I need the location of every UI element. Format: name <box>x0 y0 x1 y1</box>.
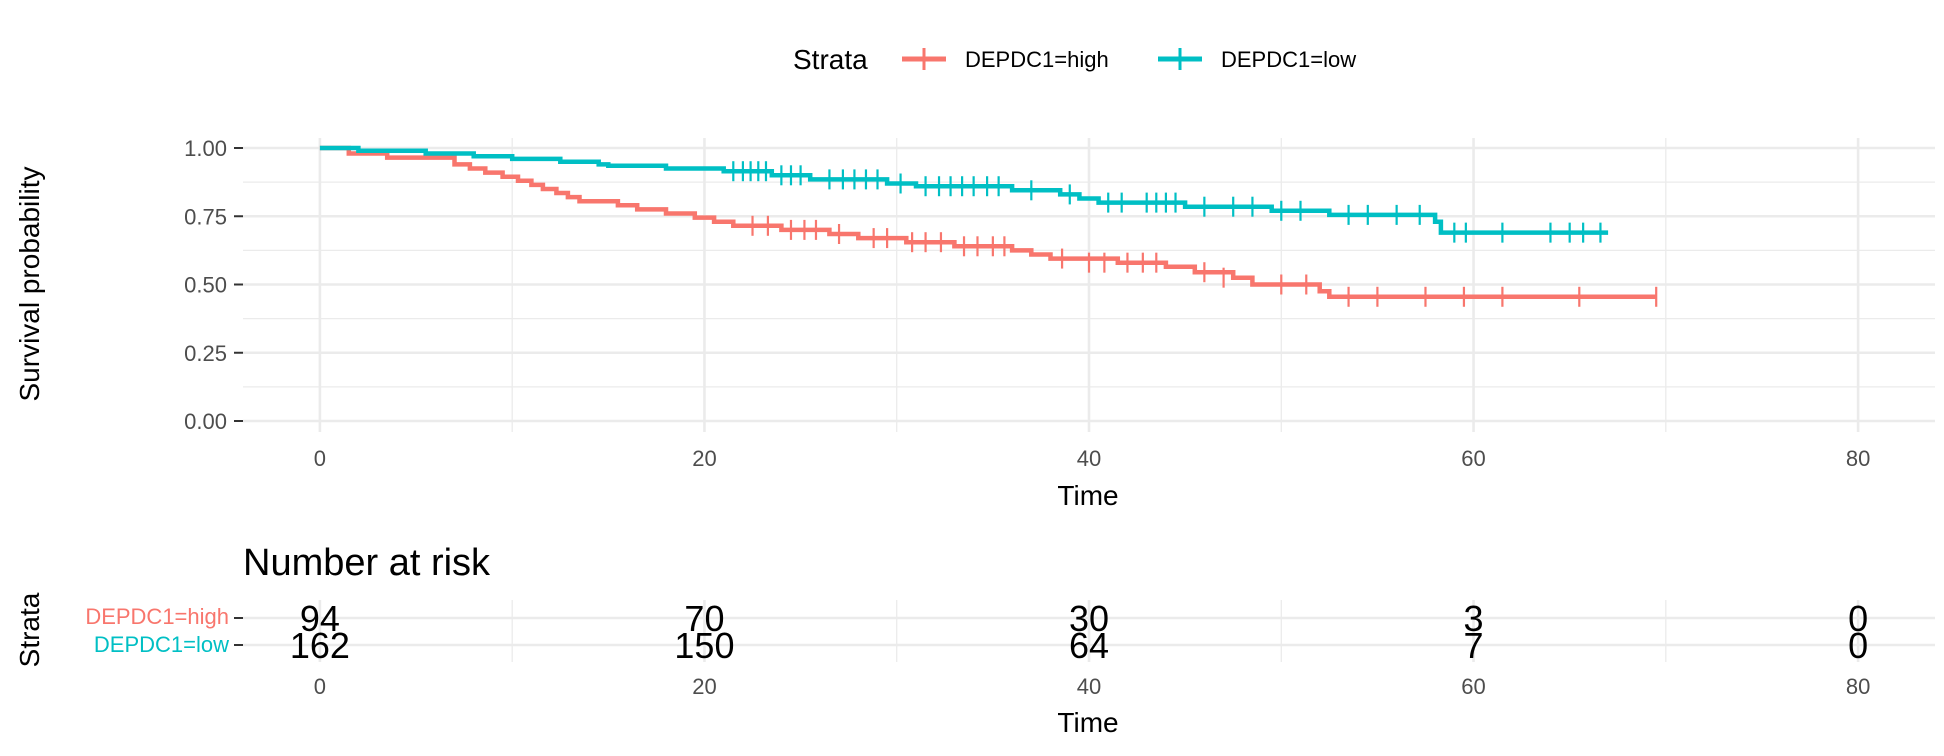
curve-high <box>319 145 1657 300</box>
x-axis-title: Time <box>1057 480 1118 511</box>
y-tick-label: 1.00 <box>184 136 227 161</box>
y-tick-label: 0.75 <box>184 204 227 229</box>
risk-table-title: Number at risk <box>243 542 491 584</box>
risk-x-tick-label: 20 <box>692 674 716 699</box>
risk-x-tick-label: 0 <box>314 674 326 699</box>
x-tick-label: 40 <box>1077 446 1101 471</box>
y-tick-label: 0.25 <box>184 341 227 366</box>
legend: Strata DEPDC1=high DEPDC1=low <box>793 44 1356 75</box>
risk-count: 0 <box>1848 625 1868 666</box>
risk-grid <box>234 600 1935 662</box>
risk-count: 162 <box>290 625 350 666</box>
risk-y-title: Strata <box>14 592 45 667</box>
y-tick-label: 0.50 <box>184 273 227 298</box>
plot-panel: 0.00 0.25 0.50 0.75 1.00 0 20 40 60 80 <box>184 136 1935 471</box>
risk-row-label-high: DEPDC1=high <box>85 604 229 629</box>
y-ticks: 0.00 0.25 0.50 0.75 1.00 <box>184 136 243 434</box>
risk-table: Number at risk DEPDC1=high DEPDC1=low 94… <box>14 542 1935 738</box>
legend-key-low <box>1158 48 1202 70</box>
x-tick-label: 60 <box>1461 446 1485 471</box>
x-tick-label: 0 <box>314 446 326 471</box>
legend-label-low: DEPDC1=low <box>1221 47 1356 72</box>
survival-curves <box>319 145 1657 300</box>
risk-count: 30 <box>1069 598 1109 639</box>
grid <box>243 138 1935 432</box>
x-tick-label: 20 <box>692 446 716 471</box>
x-ticks: 0 20 40 60 80 <box>314 446 1871 471</box>
y-tick-label: 0.00 <box>184 409 227 434</box>
risk-count: 64 <box>1069 625 1109 666</box>
risk-count: 70 <box>684 598 724 639</box>
risk-x-tick-label: 60 <box>1461 674 1485 699</box>
censor-marks <box>732 161 1658 307</box>
legend-title: Strata <box>793 44 868 75</box>
risk-count: 94 <box>300 598 340 639</box>
x-tick-label: 80 <box>1846 446 1870 471</box>
legend-key-high <box>902 48 946 70</box>
risk-count: 3 <box>1464 598 1484 639</box>
curve-low <box>319 145 1609 235</box>
risk-count: 7 <box>1464 625 1484 666</box>
risk-row-label-low: DEPDC1=low <box>94 632 229 657</box>
risk-x-title: Time <box>1057 707 1118 738</box>
risk-x-tick-label: 80 <box>1846 674 1870 699</box>
legend-label-high: DEPDC1=high <box>965 47 1109 72</box>
risk-count: 150 <box>674 625 734 666</box>
risk-count: 0 <box>1848 598 1868 639</box>
risk-x-ticks: 0 20 40 60 80 <box>314 674 1871 699</box>
risk-x-tick-label: 40 <box>1077 674 1101 699</box>
y-axis-title: Survival probability <box>14 167 45 402</box>
